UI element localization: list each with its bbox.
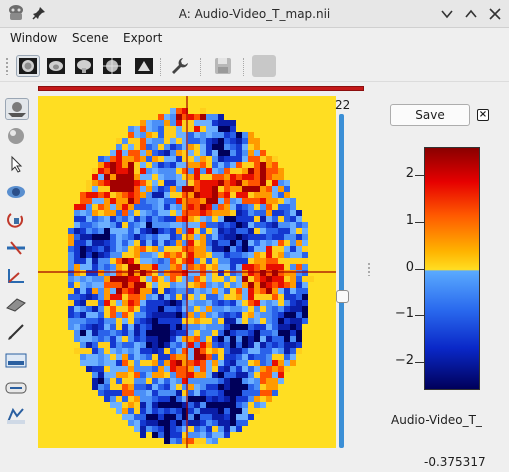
render-view-button[interactable] — [132, 55, 156, 77]
sphere-tool-icon — [8, 128, 24, 144]
sagittal-view-button[interactable] — [72, 55, 96, 77]
blank-swatch-button[interactable] — [252, 55, 276, 77]
colorbar-tick-label: 2 — [405, 166, 414, 182]
slice-slider-track[interactable] — [339, 114, 344, 448]
coronal-view-icon — [47, 58, 65, 74]
navigate-tool-button[interactable] — [5, 98, 29, 120]
pin-icon[interactable] — [32, 6, 46, 20]
brain-heatmap[interactable] — [38, 96, 336, 448]
coronal-view-button[interactable] — [44, 55, 68, 77]
chevron-down-icon[interactable] — [440, 7, 454, 21]
colorbar-tick-mark — [415, 175, 424, 177]
axial-view-icon — [19, 58, 37, 74]
save-disk-icon — [215, 58, 231, 74]
colorbar-tick-mark — [415, 361, 424, 363]
navigate-tool-icon — [8, 102, 26, 117]
settings-button[interactable] — [168, 55, 192, 77]
overlay-map-label: Audio-Video_T_ — [391, 413, 482, 427]
measure-tool-button[interactable] — [5, 238, 29, 260]
toolbar-separator — [243, 58, 244, 76]
segment-tool-button[interactable] — [5, 406, 29, 428]
distance-tool-icon — [5, 382, 27, 394]
axes-tool-icon — [8, 269, 24, 283]
close-icon[interactable] — [488, 7, 502, 21]
brain-voxels — [68, 108, 314, 444]
slice-number: 22 — [335, 98, 351, 112]
colorbar-tick-mark — [415, 221, 424, 223]
axes-tool-button[interactable] — [5, 266, 29, 288]
plane-tool-button[interactable] — [5, 294, 29, 316]
colorbar-tick-label: 0 — [405, 259, 414, 275]
sagittal-view-icon — [75, 58, 93, 74]
view-tool-button[interactable] — [5, 182, 29, 204]
slice-view[interactable] — [38, 96, 336, 448]
colorbar-tick-mark — [415, 315, 424, 317]
colorbar — [424, 147, 480, 390]
menu-export[interactable]: Export — [123, 31, 163, 45]
pen-tool-button[interactable] — [5, 322, 29, 344]
rotate-tool-button[interactable] — [5, 210, 29, 232]
menu-bar: Window Scene Export — [0, 28, 509, 50]
level-tool-button[interactable] — [5, 350, 29, 372]
chevron-up-icon[interactable] — [464, 7, 478, 21]
toolbar — [0, 50, 509, 82]
colorbar-tick-mark — [415, 268, 424, 270]
save-overlay-button[interactable]: Save — [390, 104, 470, 126]
title-bar: A: Audio-Video_T_map.nii — [0, 0, 509, 28]
slice-slider-handle[interactable] — [336, 290, 349, 303]
window-title: A: Audio-Video_T_map.nii — [178, 7, 331, 21]
active-view-indicator — [38, 86, 364, 91]
pointer-tool-button[interactable] — [5, 154, 29, 176]
view-tool-icon — [7, 186, 25, 198]
app-logo-icon — [9, 5, 23, 20]
close-overlay-icon[interactable]: × — [477, 109, 489, 121]
pen-tool-icon — [8, 324, 24, 340]
sphere-tool-button[interactable] — [5, 126, 29, 148]
toolbar-grip[interactable] — [5, 57, 9, 75]
distance-tool-button[interactable] — [5, 378, 29, 400]
measure-tool-icon — [7, 241, 25, 255]
toolbar-separator — [160, 58, 161, 76]
pointer-tool-icon — [11, 155, 23, 173]
multiplanar-view-icon — [103, 58, 121, 74]
colorbar-tick-label: 1 — [405, 212, 414, 228]
segment-tool-icon — [7, 407, 25, 424]
left-toolbar — [2, 90, 32, 435]
save-button[interactable] — [211, 55, 235, 77]
toolbar-separator — [200, 58, 201, 76]
axial-view-button[interactable] — [16, 55, 40, 77]
wrench-icon — [172, 58, 188, 74]
menu-window[interactable]: Window — [10, 31, 58, 45]
multiplanar-view-button[interactable] — [100, 55, 124, 77]
rotate-tool-icon — [7, 213, 24, 228]
level-tool-icon — [5, 353, 27, 368]
value-readout: -0.375317 — [424, 455, 486, 469]
render-view-icon — [135, 58, 153, 74]
colorbar-tick-label: −1 — [394, 306, 414, 322]
panel-splitter[interactable] — [367, 262, 371, 276]
menu-scene[interactable]: Scene — [72, 31, 109, 45]
plane-tool-icon — [6, 298, 26, 312]
colorbar-tick-label: −2 — [394, 352, 414, 368]
